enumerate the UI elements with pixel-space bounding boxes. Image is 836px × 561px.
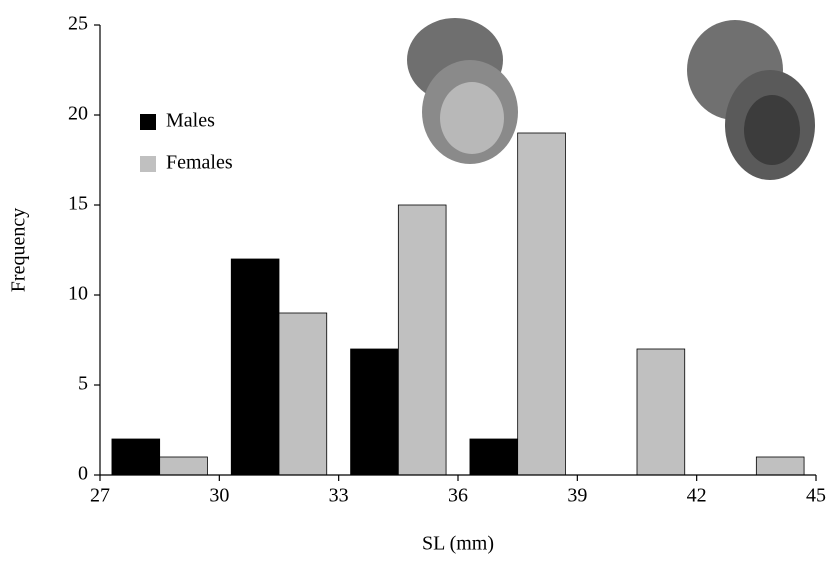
- legend-label: Females: [166, 152, 233, 174]
- y-axis-label: Frequency: [8, 208, 30, 292]
- bar: [517, 132, 566, 476]
- y-tick-label: 15: [68, 193, 88, 215]
- bar: [278, 312, 328, 476]
- bar: [350, 348, 399, 476]
- bar: [755, 456, 805, 476]
- bar: [636, 348, 686, 476]
- x-tick-label: 42: [687, 485, 707, 507]
- shell-illustration: [407, 18, 518, 164]
- x-axis-label: SL (mm): [422, 533, 494, 555]
- bar: [230, 258, 280, 476]
- y-tick-label: 10: [68, 283, 88, 305]
- x-tick-label: 30: [209, 485, 229, 507]
- x-tick-label: 45: [806, 485, 826, 507]
- legend-label: Males: [166, 110, 215, 132]
- bar: [111, 438, 161, 476]
- legend-swatch: [140, 156, 156, 172]
- shell-illustration: [687, 20, 815, 180]
- x-tick-label: 27: [90, 485, 110, 507]
- bar: [159, 456, 208, 476]
- bar: [469, 438, 519, 476]
- y-tick-label: 0: [78, 463, 88, 485]
- y-tick-label: 20: [68, 103, 88, 125]
- legend-swatch: [140, 114, 156, 130]
- x-tick-label: 36: [448, 485, 468, 507]
- x-tick-label: 39: [567, 485, 587, 507]
- y-tick-label: 25: [68, 13, 88, 35]
- y-tick-label: 5: [78, 373, 88, 395]
- bar: [397, 204, 447, 476]
- x-tick-label: 33: [329, 485, 349, 507]
